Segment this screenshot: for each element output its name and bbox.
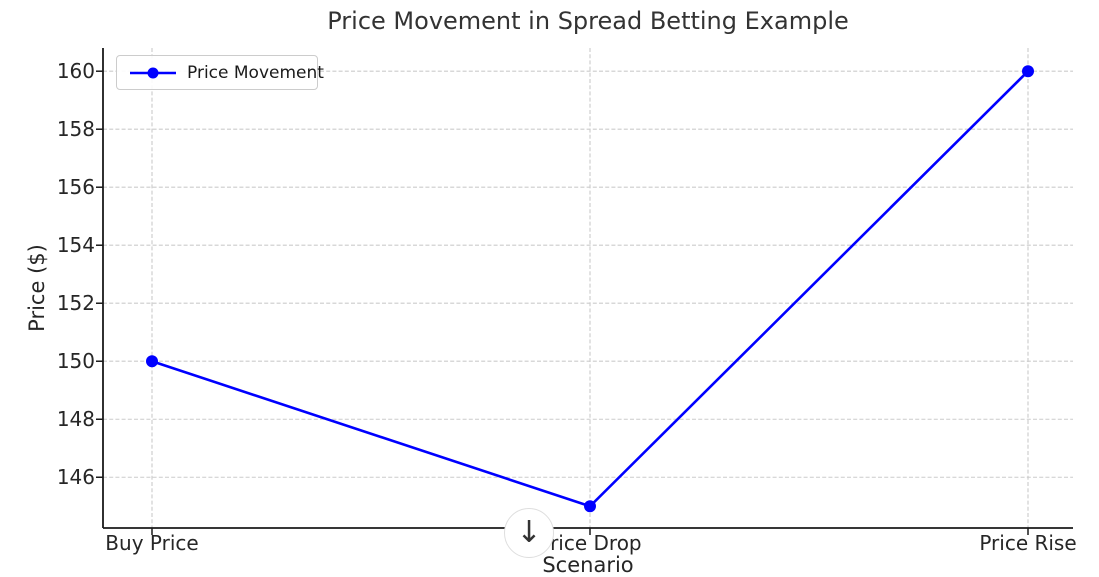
data-point-marker bbox=[1022, 65, 1034, 78]
y-tick-label: 156 bbox=[56, 175, 95, 200]
y-tick-label: 148 bbox=[56, 407, 95, 432]
legend-label: Price Movement bbox=[187, 62, 324, 83]
chart-title: Price Movement in Spread Betting Example bbox=[327, 7, 849, 35]
legend-marker bbox=[147, 67, 159, 78]
x-tick-label: Price Rise bbox=[979, 531, 1077, 555]
y-tick-label: 152 bbox=[56, 291, 95, 316]
y-tick-label: 150 bbox=[56, 349, 95, 374]
x-axis-label: Scenario bbox=[542, 553, 634, 577]
legend: Price Movement bbox=[116, 55, 324, 90]
x-tick-label: Price Drop bbox=[538, 531, 642, 555]
x-tick-label: Buy Price bbox=[105, 531, 199, 555]
y-tick-label: 158 bbox=[56, 117, 95, 142]
down-arrow-icon: ↓ bbox=[516, 515, 542, 550]
y-tick-label: 154 bbox=[56, 233, 95, 258]
data-point-marker bbox=[146, 355, 158, 368]
y-tick-label: 146 bbox=[56, 465, 95, 490]
scroll-down-button[interactable]: ↓ bbox=[504, 508, 554, 558]
legend-line-sample-icon bbox=[130, 67, 176, 78]
data-point-marker bbox=[584, 500, 596, 513]
y-tick-label: 160 bbox=[56, 59, 95, 84]
